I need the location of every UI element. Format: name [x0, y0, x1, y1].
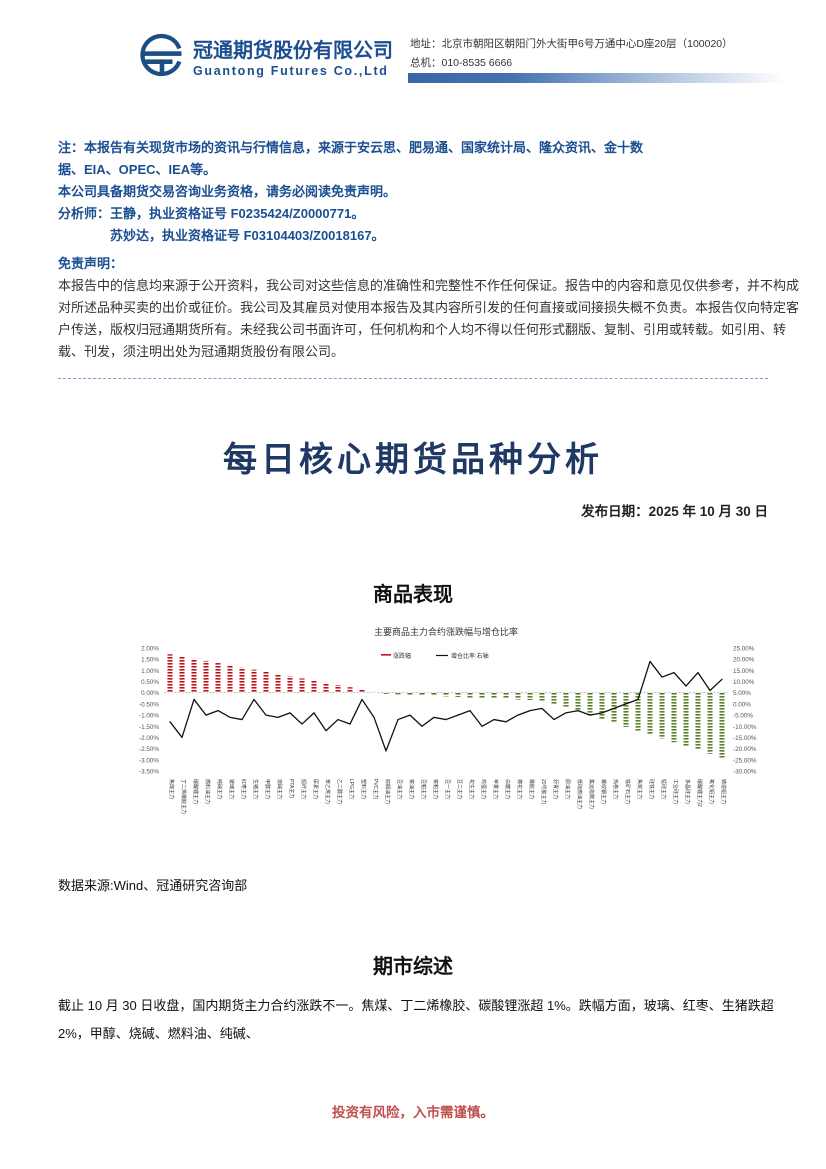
svg-text:豆一主力: 豆一主力	[444, 779, 451, 799]
svg-text:碳酸锂主力: 碳酸锂主力	[192, 779, 199, 804]
svg-text:焦炭主力: 焦炭主力	[636, 779, 643, 799]
svg-text:豆油主力: 豆油主力	[396, 779, 403, 799]
svg-text:10.00%: 10.00%	[733, 679, 755, 686]
svg-text:原油主力: 原油主力	[564, 779, 571, 799]
svg-text:烧碱主力: 烧碱主力	[276, 779, 283, 799]
svg-text:多晶硅主力: 多晶硅主力	[684, 779, 691, 804]
svg-text:菜油主力: 菜油主力	[408, 779, 415, 799]
svg-text:集运指数主力: 集运指数主力	[588, 779, 595, 809]
svg-text:螺纹钢主力: 螺纹钢主力	[600, 779, 607, 804]
svg-text:碳酸锂主力2: 碳酸锂主力2	[696, 779, 703, 807]
svg-text:-2.50%: -2.50%	[139, 746, 159, 753]
svg-text:0.50%: 0.50%	[141, 679, 159, 686]
svg-text:硅铁主力: 硅铁主力	[648, 779, 655, 799]
svg-text:菜粕主力: 菜粕主力	[432, 779, 439, 799]
svg-text:-30.00%: -30.00%	[733, 769, 757, 776]
svg-text:焦煤主力: 焦煤主力	[168, 779, 175, 799]
svg-text:甲醇主力: 甲醇主力	[264, 779, 271, 799]
svg-text:0.00%: 0.00%	[733, 701, 751, 708]
svg-text:白糖主力: 白糖主力	[504, 779, 511, 799]
svg-text:鸡蛋主力: 鸡蛋主力	[480, 779, 487, 799]
svg-text:纯碱主力: 纯碱主力	[216, 779, 223, 799]
svg-text:丁二烯橡胶主力: 丁二烯橡胶主力	[180, 779, 187, 814]
svg-text:PTA主力: PTA主力	[288, 779, 295, 798]
svg-text:工业硅主力: 工业硅主力	[672, 779, 679, 804]
svg-text:尿素主力: 尿素主力	[312, 779, 319, 799]
svg-text:热卷主力: 热卷主力	[612, 779, 619, 799]
svg-text:20.00%: 20.00%	[733, 657, 755, 664]
svg-text:-20.00%: -20.00%	[733, 746, 757, 753]
svg-text:铸造铝主力: 铸造铝主力	[720, 779, 727, 804]
svg-text:塑料主力: 塑料主力	[360, 779, 367, 799]
svg-text:20号胶主力: 20号胶主力	[540, 779, 547, 805]
svg-text:-1.50%: -1.50%	[139, 724, 159, 731]
svg-text:5.00%: 5.00%	[733, 690, 751, 697]
svg-text:-5.00%: -5.00%	[733, 713, 753, 720]
svg-text:棕榈油主力: 棕榈油主力	[384, 779, 391, 804]
svg-text:乙二醇主力: 乙二醇主力	[336, 779, 343, 804]
svg-text:苹果主力: 苹果主力	[492, 779, 499, 799]
svg-text:0.00%: 0.00%	[141, 690, 159, 697]
svg-text:25.00%: 25.00%	[733, 646, 755, 653]
svg-text:15.00%: 15.00%	[733, 668, 755, 675]
svg-text:铁矿石主力: 铁矿石主力	[624, 779, 631, 804]
svg-text:-15.00%: -15.00%	[733, 735, 757, 742]
svg-text:豆二主力: 豆二主力	[456, 779, 463, 799]
svg-text:氧化铝主力: 氧化铝主力	[708, 779, 715, 804]
svg-text:2.00%: 2.00%	[141, 646, 159, 653]
svg-text:苯乙烯主力: 苯乙烯主力	[324, 779, 331, 804]
svg-text:LPG主力: LPG主力	[348, 779, 355, 799]
svg-text:橡胶主力: 橡胶主力	[528, 779, 535, 799]
svg-text:锰硅主力: 锰硅主力	[660, 779, 667, 799]
svg-text:燃料油主力: 燃料油主力	[204, 779, 211, 804]
svg-text:玻璃主力: 玻璃主力	[228, 779, 235, 799]
svg-text:-3.00%: -3.00%	[139, 757, 159, 764]
svg-text:低硫燃油主力: 低硫燃油主力	[576, 779, 583, 809]
svg-text:增仓比率:右轴: 增仓比率:右轴	[451, 652, 489, 660]
svg-text:短纤主力: 短纤主力	[300, 779, 307, 799]
svg-text:-2.00%: -2.00%	[139, 735, 159, 742]
svg-text:豆粕主力: 豆粕主力	[420, 779, 427, 799]
svg-text:涨跌幅: 涨跌幅	[393, 652, 411, 660]
svg-text:1.50%: 1.50%	[141, 657, 159, 664]
svg-text:花生主力: 花生主力	[468, 779, 475, 799]
svg-text:-0.50%: -0.50%	[139, 701, 159, 708]
svg-text:棉花主力: 棉花主力	[516, 779, 523, 799]
svg-text:-1.00%: -1.00%	[139, 713, 159, 720]
svg-text:主要商品主力合约涨跌幅与增仓比率: 主要商品主力合约涨跌幅与增仓比率	[374, 626, 518, 637]
svg-text:1.00%: 1.00%	[141, 668, 159, 675]
svg-text:-3.50%: -3.50%	[139, 769, 159, 776]
svg-text:生猪主力: 生猪主力	[252, 779, 259, 799]
svg-text:PVC主力: PVC主力	[372, 779, 379, 799]
svg-text:-25.00%: -25.00%	[733, 757, 757, 764]
svg-text:红枣主力: 红枣主力	[240, 779, 247, 799]
svg-text:-10.00%: -10.00%	[733, 724, 757, 731]
svg-text:沥青主力: 沥青主力	[552, 779, 559, 799]
